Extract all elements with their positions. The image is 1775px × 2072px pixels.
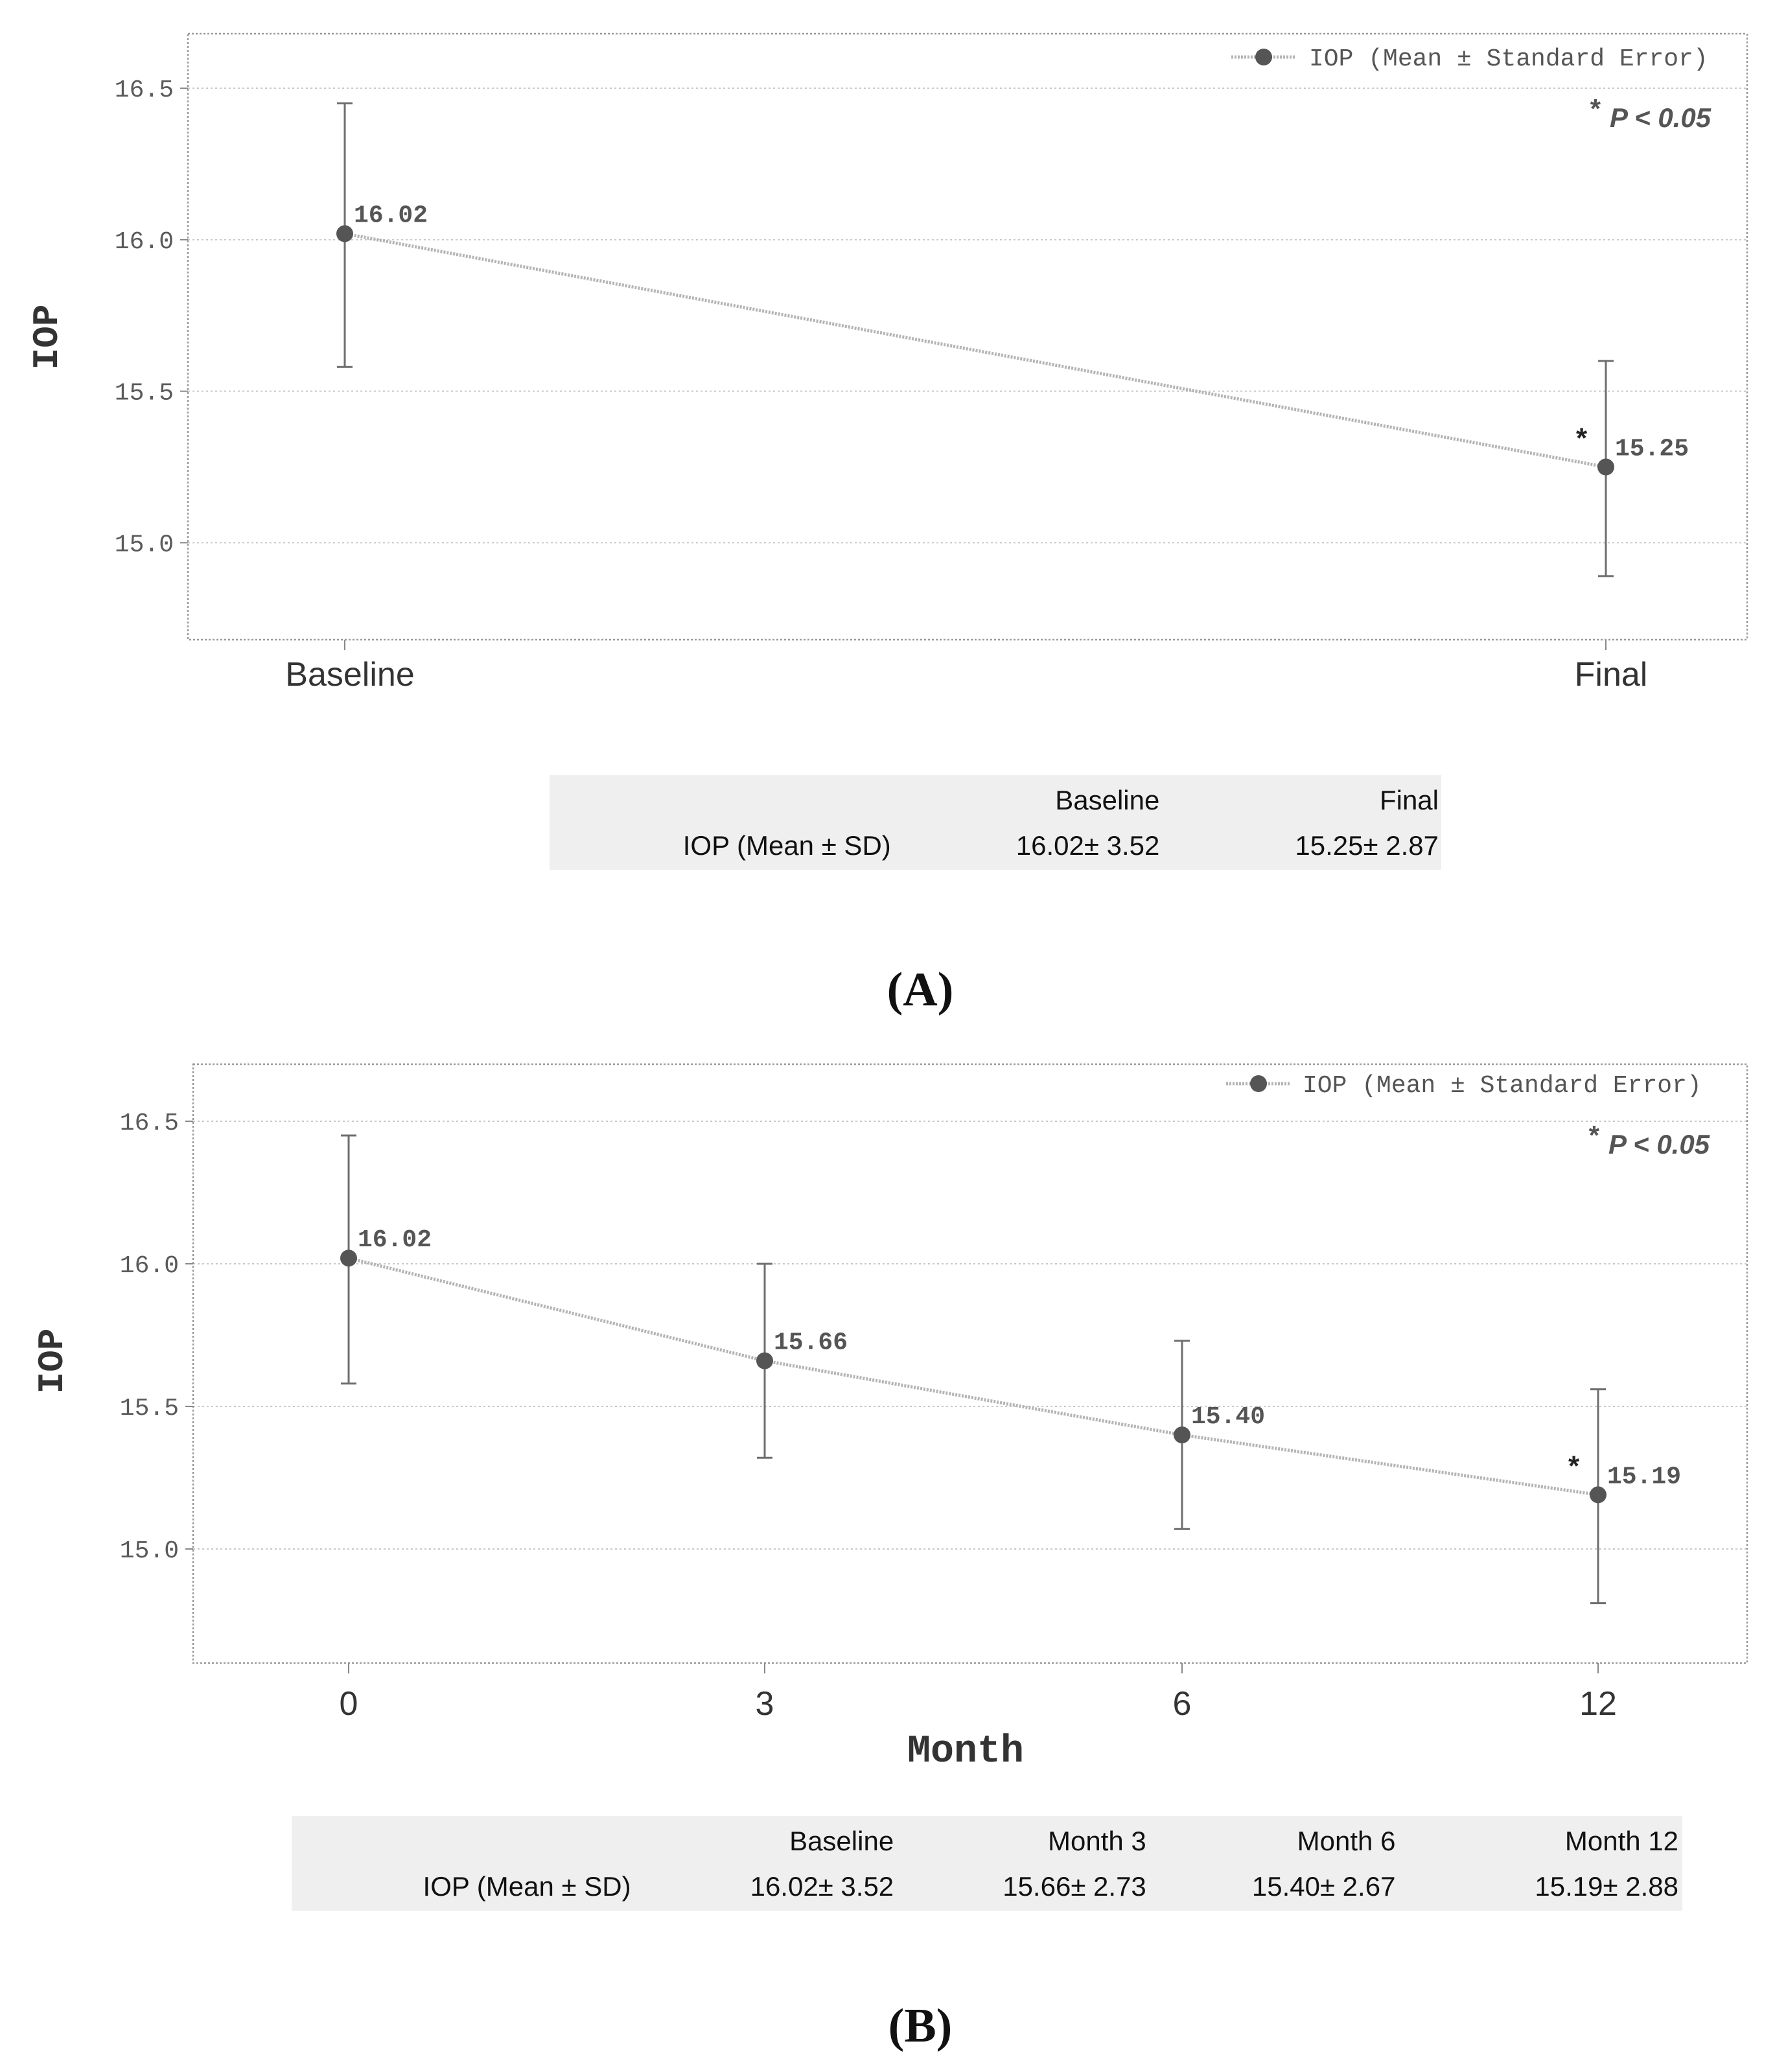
y-ticks: 15.0 15.5 16.0 16.5	[115, 76, 188, 559]
stats-value-cell: 16.02± 3.52	[750, 1871, 894, 1902]
y-axis-label: IOP	[32, 1329, 73, 1394]
y-tick-label: 15.5	[115, 380, 174, 408]
y-axis-label: IOP	[27, 305, 68, 370]
data-label: 15.19	[1607, 1463, 1681, 1491]
y-tick-label: 16.0	[120, 1252, 179, 1280]
stats-value-cell: 15.40± 2.67	[1251, 1871, 1396, 1902]
significance-markers: *	[1568, 1450, 1580, 1482]
chart-b: 15.0 15.5 16.0 16.5 0 3 6 12 IOP Month 16.02 15…	[32, 1063, 1748, 1774]
plot-frame	[192, 1063, 1748, 1664]
panel-label-a: (A)	[887, 963, 954, 1016]
x-ticks: 0 3 6 12	[340, 1663, 1617, 1723]
stats-value-cell: 16.02± 3.52	[1015, 830, 1160, 861]
stats-corner-cell	[550, 775, 894, 823]
p-value-text: P < 0.05	[1610, 102, 1711, 133]
y-tick-label: 16.5	[120, 1110, 179, 1137]
x-tick-label: Final	[1575, 656, 1648, 693]
p-value-text: P < 0.05	[1608, 1129, 1710, 1159]
legend-point-swatch	[1255, 49, 1272, 65]
stats-value-cell: 15.66± 2.73	[1003, 1871, 1146, 1902]
stats-header-cell: Month 12	[1564, 1826, 1678, 1856]
legend-label: IOP (Mean ± Standard Error)	[1303, 1072, 1702, 1100]
stats-header-row: Baseline Final	[550, 775, 1441, 823]
y-tick-label: 15.0	[115, 531, 174, 559]
series-line	[348, 1256, 1599, 1496]
data-label: 16.02	[358, 1226, 432, 1254]
stats-value-cell: 15.19± 2.88	[1535, 1871, 1678, 1902]
x-tick-label: 6	[1173, 1685, 1192, 1723]
x-tick-label: 0	[340, 1685, 358, 1723]
data-label: 15.66	[774, 1329, 848, 1357]
data-points	[336, 225, 1614, 476]
stats-header-cell: Baseline	[1055, 785, 1160, 815]
p-value-note: * P < 0.05	[1588, 1120, 1710, 1159]
stats-table-a: Baseline Final IOP (Mean ± SD) 16.02± 3.…	[550, 775, 1441, 870]
grid-lines	[188, 87, 1747, 544]
stats-header-cell: Final	[1379, 785, 1439, 815]
stats-row-label: IOP (Mean ± SD)	[682, 830, 891, 861]
p-value-note: * P < 0.05	[1589, 93, 1711, 133]
y-tick-label: 15.5	[120, 1395, 179, 1423]
p-value-star: *	[1589, 93, 1601, 124]
data-label: 16.02	[354, 202, 428, 230]
data-point	[340, 1250, 357, 1267]
significance-star: *	[1568, 1450, 1580, 1482]
data-labels: 16.02 15.66 15.40 15.19	[358, 1226, 1681, 1491]
data-point	[1590, 1486, 1607, 1504]
stats-header-cell: Baseline	[789, 1826, 894, 1856]
significance-markers: *	[1576, 423, 1588, 454]
y-tick-label: 16.0	[115, 228, 174, 256]
stats-header-cell: Month 3	[1048, 1826, 1146, 1856]
data-point	[756, 1352, 773, 1369]
series-line	[344, 232, 1607, 469]
significance-star: *	[1576, 423, 1588, 454]
data-point	[1597, 458, 1614, 476]
x-axis-label: Month	[907, 1730, 1024, 1774]
data-label: 15.40	[1191, 1403, 1265, 1431]
stats-value-cell: 15.25± 2.87	[1295, 830, 1439, 861]
x-tick-label: 12	[1579, 1685, 1617, 1723]
stats-corner-cell	[292, 1816, 635, 1864]
error-bars	[341, 1134, 1606, 1605]
data-labels: 16.02 15.25	[354, 202, 1689, 463]
legend-label: IOP (Mean ± Standard Error)	[1309, 45, 1708, 73]
grid-lines	[193, 1121, 1747, 1550]
y-tick-label: 16.5	[115, 76, 174, 104]
stats-row-label: IOP (Mean ± SD)	[423, 1871, 631, 1902]
p-value-star: *	[1588, 1120, 1599, 1150]
panel-label-b: (B)	[888, 1999, 953, 2053]
stats-header-row: Baseline Month 3 Month 6 Month 12	[292, 1816, 1682, 1864]
stats-header-cell: Month 6	[1297, 1826, 1396, 1856]
data-point	[336, 225, 353, 242]
legend: IOP (Mean ± Standard Error)	[1226, 1072, 1702, 1100]
x-tick-label: 3	[756, 1685, 774, 1723]
y-tick-label: 15.0	[120, 1537, 179, 1565]
y-ticks: 15.0 15.5 16.0 16.5	[120, 1110, 193, 1565]
chart-a: 15.0 15.5 16.0 16.5 Baseline Final IOP 16.02…	[27, 32, 1748, 693]
error-bars	[337, 102, 1614, 577]
stats-value-row: IOP (Mean ± SD) 16.02± 3.52 15.66± 2.73 …	[292, 1864, 1682, 1909]
x-tick-label: Baseline	[285, 656, 414, 693]
x-ticks: Baseline Final	[285, 640, 1647, 693]
stats-value-row: IOP (Mean ± SD) 16.02± 3.52 15.25± 2.87	[550, 823, 1441, 868]
plot-frame	[187, 32, 1748, 641]
data-point	[1174, 1426, 1190, 1443]
legend: IOP (Mean ± Standard Error)	[1231, 45, 1708, 73]
data-label: 15.25	[1615, 436, 1689, 463]
legend-point-swatch	[1250, 1075, 1267, 1092]
stats-table-b: Baseline Month 3 Month 6 Month 12 IOP (M…	[292, 1816, 1682, 1911]
data-points	[340, 1250, 1607, 1504]
